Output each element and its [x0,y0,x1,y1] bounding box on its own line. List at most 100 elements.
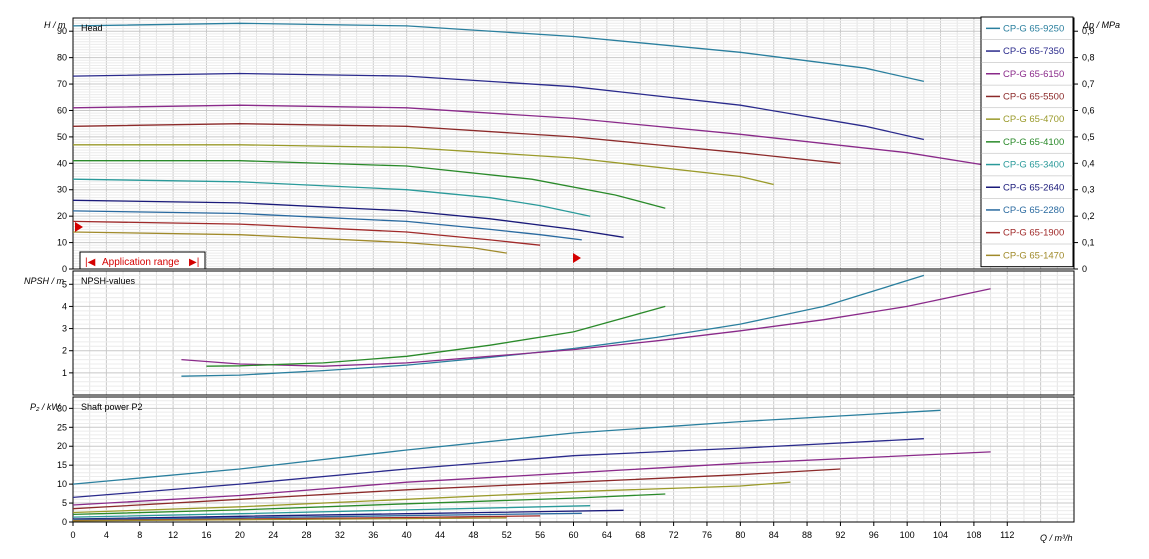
power-panel-title: Shaft power P2 [81,402,143,412]
power-y-tick-label: 20 [57,441,67,451]
grid [72,17,1075,523]
npsh-y-tick-label: 4 [62,301,67,311]
x-tick-label: 0 [70,530,75,540]
x-tick-label: 12 [168,530,178,540]
head-series-line [72,210,582,241]
pressure-y-tick-label: 0,4 [1082,158,1095,168]
head-series-line [72,231,507,254]
pressure-y-tick-label: 0,1 [1082,238,1095,248]
npsh-y-tick-label: 1 [62,368,67,378]
x-tick-label: 112 [1000,530,1014,540]
head-y-tick-label: 90 [57,26,67,36]
x-tick-label: 60 [568,530,578,540]
legend-label: CP-G 65-4100 [1003,137,1064,148]
application-range-left-marker: |◀ [85,257,96,268]
axes: 010203040506070809000,10,20,30,40,50,60,… [57,26,1095,540]
pressure-y-tick-label: 0,5 [1082,132,1095,142]
head-series-line [72,123,841,164]
legend-label: CP-G 65-2640 [1003,182,1064,193]
power-y-tick-label: 25 [57,422,67,432]
head-y-tick-label: 60 [57,105,67,115]
pressure-y-tick-label: 0,9 [1082,26,1095,36]
npsh-series-line [181,274,925,377]
x-tick-label: 88 [802,530,812,540]
power-series-line [72,505,591,518]
power-series-line [72,438,924,499]
x-tick-label: 56 [535,530,545,540]
x-tick-label: 76 [702,530,712,540]
x-tick-label: 64 [602,530,612,540]
power-series-line [72,481,791,514]
x-tick-label: 8 [137,530,142,540]
legend-label: CP-G 65-9250 [1003,23,1064,34]
range-start-marker-icon [75,222,83,232]
power-series-line [72,493,666,516]
head-series-line [72,199,624,238]
x-tick-label: 28 [302,530,312,540]
head-y-tick-label: 80 [57,53,67,63]
x-tick-label: 44 [435,530,445,540]
x-tick-label: 68 [635,530,645,540]
npsh-series-line [181,288,991,367]
x-tick-label: 36 [368,530,378,540]
pressure-y-tick-label: 0,2 [1082,211,1095,221]
x-tick-label: 52 [502,530,512,540]
head-series-line [72,22,925,83]
power-y-tick-label: 0 [62,517,67,527]
legend-label: CP-G 65-1900 [1003,228,1064,239]
application-range-box[interactable]: |◀ Application range ▶| [79,251,206,270]
x-tick-label: 16 [201,530,211,540]
power-y-tick-label: 5 [62,498,67,508]
head-plot-area [72,17,1075,270]
power-y-axis-label: P₂ / kW [30,402,61,412]
pressure-y-tick-label: 0,6 [1082,105,1095,115]
x-tick-label: 92 [835,530,845,540]
application-range-right-marker: ▶| [189,257,199,268]
x-tick-label: 40 [402,530,412,540]
head-series-line [72,178,591,217]
legend-label: CP-G 65-3400 [1003,160,1064,171]
head-series-line [72,72,925,141]
head-y-tick-label: 50 [57,132,67,142]
pressure-y-tick-label: 0,8 [1082,53,1095,63]
x-tick-label: 108 [966,530,981,540]
head-series-line [73,160,666,209]
x-tick-label: 48 [468,530,478,540]
pressure-y-tick-label: 0 [1082,264,1087,274]
x-tick-label: 20 [235,530,245,540]
head-y-axis-label: H / m [44,20,66,30]
x-tick-label: 96 [869,530,879,540]
head-series-line [72,104,991,167]
x-tick-label: 104 [933,530,948,540]
head-y-tick-label: 20 [57,211,67,221]
legend-label: CP-G 65-1470 [1003,250,1064,261]
power-series-line [72,517,507,522]
npsh-y-tick-label: 5 [62,279,67,289]
head-y-tick-label: 10 [57,238,67,248]
head-y-tick-label: 40 [57,158,67,168]
legend-label: CP-G 65-4700 [1003,114,1064,125]
pressure-y-tick-label: 0,7 [1082,79,1095,89]
x-tick-label: 4 [104,530,109,540]
npsh-panel-title: NPSH-values [81,276,136,286]
power-series-line [72,509,624,520]
power-series-line [72,451,991,506]
power-y-tick-label: 15 [57,460,67,470]
npsh-y-tick-label: 3 [62,324,67,334]
head-series-line [73,144,774,186]
head-y-tick-label: 0 [62,264,67,274]
npsh-plot-area [72,270,1075,396]
legend-label: CP-G 65-2280 [1003,205,1064,216]
power-y-tick-label: 30 [57,403,67,413]
npsh-series-line [206,305,666,367]
legend-label: CP-G 65-5500 [1003,91,1064,102]
head-y-tick-label: 70 [57,79,67,89]
series-curves [72,22,991,522]
x-tick-label: 84 [769,530,779,540]
npsh-y-tick-label: 2 [62,346,67,356]
power-series-line [72,468,841,510]
pressure-y-tick-label: 0,3 [1082,185,1095,195]
legend: CP-G 65-9250 CP-G 65-7350 CP-G 65-6150 CP-G… [980,16,1074,268]
x-axis-label: Q / m³/h [1040,533,1073,543]
